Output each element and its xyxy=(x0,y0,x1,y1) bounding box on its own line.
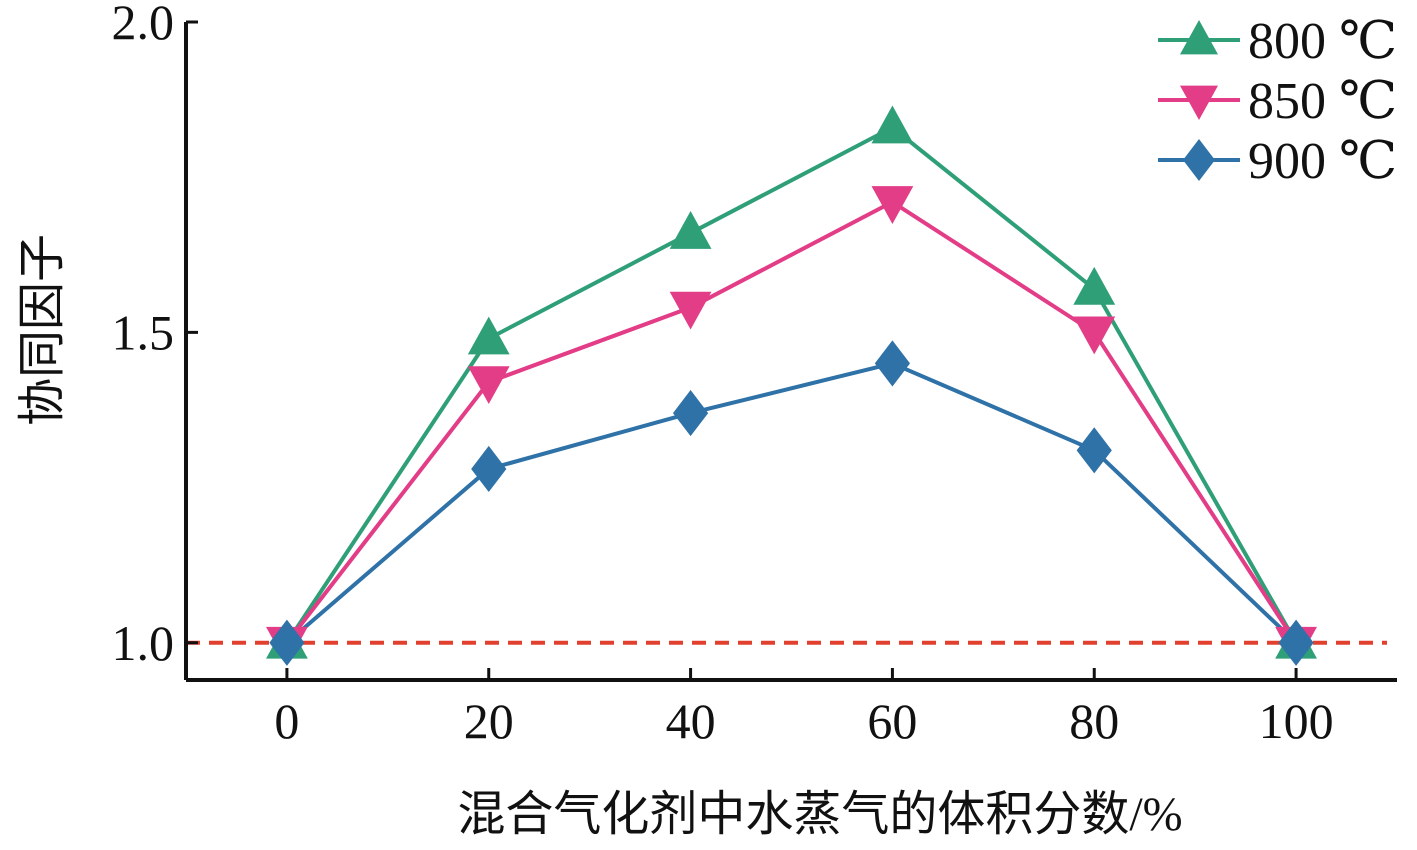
series-line-0 xyxy=(285,125,1298,644)
series-2-point-2 xyxy=(672,389,709,437)
ticks: 0 20 40 60 80 100 1.0 1.5 2.0 xyxy=(112,0,1334,749)
x-tick-label: 40 xyxy=(666,693,716,749)
series-0-point-3 xyxy=(871,105,914,144)
series-1-point-3 xyxy=(871,186,914,225)
series-2-point-0 xyxy=(269,619,305,666)
legend-label-1: 850 ℃ xyxy=(1248,73,1397,130)
x-tick-label: 60 xyxy=(867,693,917,749)
series-0-point-4 xyxy=(1073,266,1116,305)
legend-marker-0 xyxy=(1180,20,1218,55)
y-axis-title: 协同因子 xyxy=(16,234,69,426)
legend-marker-1 xyxy=(1180,85,1218,120)
series-line-2 xyxy=(285,361,1298,645)
series-1-point-4 xyxy=(1073,316,1116,355)
x-tick-label: 20 xyxy=(464,693,514,749)
series-1-point-2 xyxy=(669,291,712,330)
series-2-point-1 xyxy=(471,445,507,493)
series-2-point-5 xyxy=(1278,619,1314,666)
series-line-1 xyxy=(285,200,1298,644)
series-1-point-1 xyxy=(467,366,510,405)
legend-label-0: 800 ℃ xyxy=(1248,13,1397,70)
series-2-point-3 xyxy=(874,340,911,387)
series-0-point-1 xyxy=(467,316,510,355)
x-axis-title: 混合气化剂中水蒸气的体积分数/% xyxy=(457,788,1182,841)
plot-area xyxy=(186,105,1387,666)
series-0-point-2 xyxy=(669,211,712,249)
x-tick-label: 0 xyxy=(274,693,299,749)
legend-label-2: 900 ℃ xyxy=(1248,133,1397,190)
legend-marker-2 xyxy=(1183,139,1215,181)
x-tick-label: 80 xyxy=(1069,693,1119,749)
axes xyxy=(184,22,1397,682)
x-tick-label: 100 xyxy=(1259,693,1334,749)
y-tick-label: 1.0 xyxy=(112,615,175,671)
series-2-point-4 xyxy=(1076,427,1112,474)
y-tick-label: 1.5 xyxy=(112,304,175,360)
y-tick-label: 2.0 xyxy=(112,0,175,50)
